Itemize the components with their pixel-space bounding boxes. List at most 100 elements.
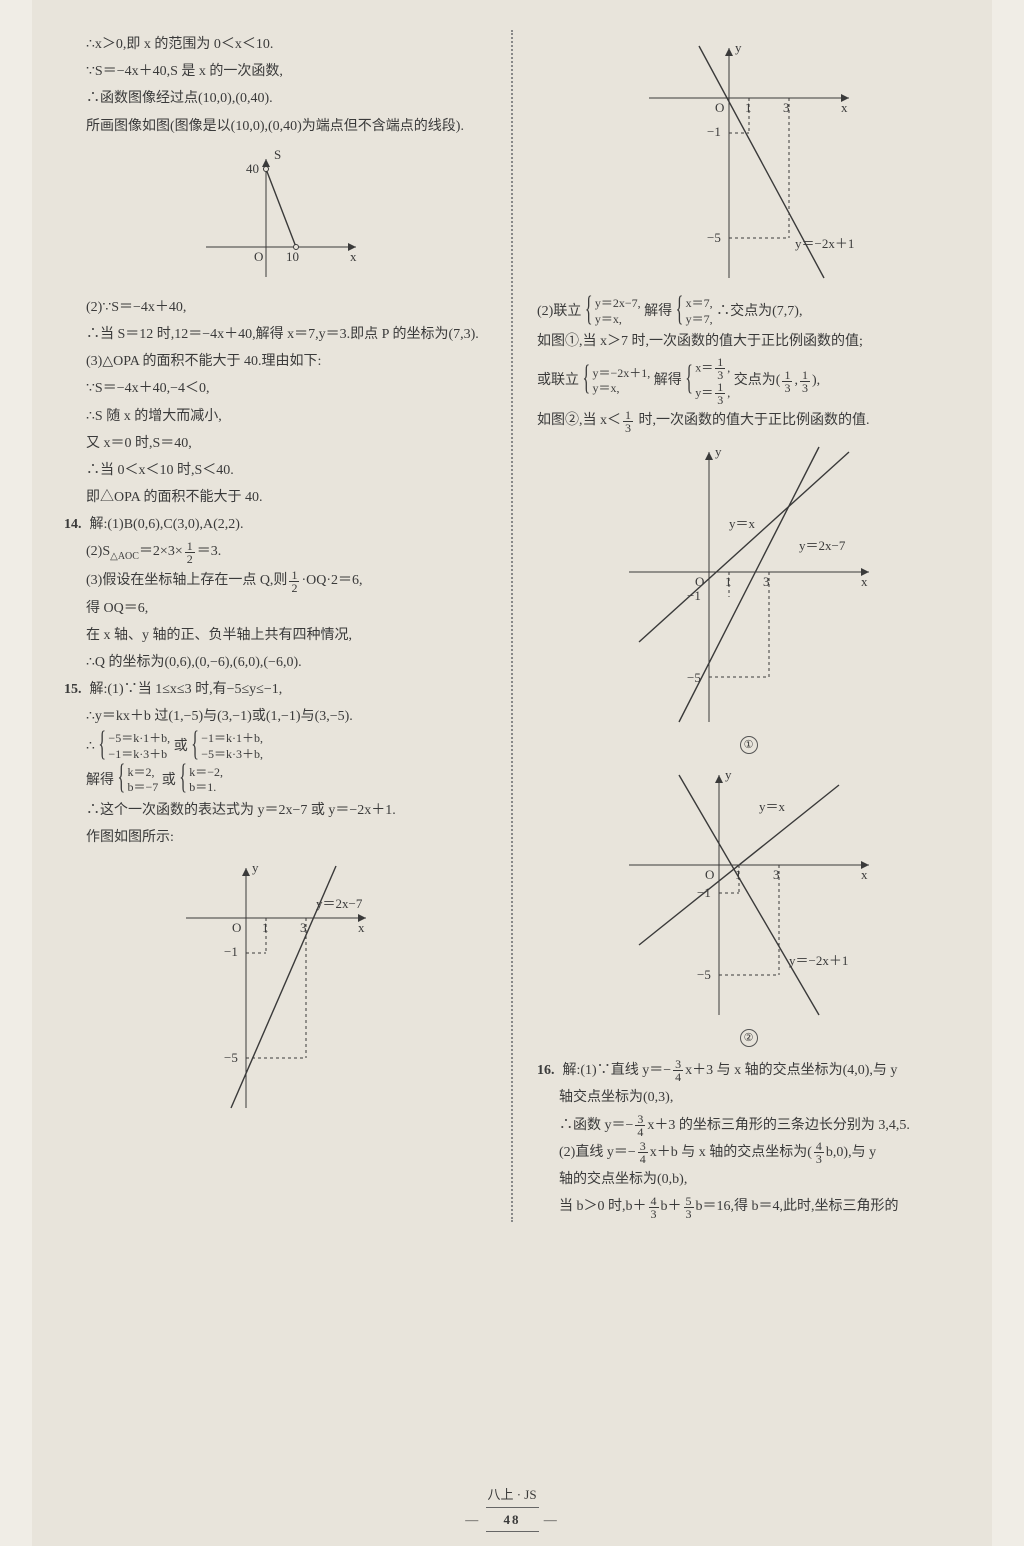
tick-label: 10 — [286, 249, 299, 264]
brace: −5＝k·1＋b,−1＝k·3＋b — [98, 731, 170, 762]
svg-text:−5: −5 — [687, 670, 701, 685]
text-line: ∴Q 的坐标为(0,6),(0,−6),(6,0),(−6,0). — [64, 650, 487, 675]
page: ∴x＞0,即 x 的范围为 0＜x＜10. ∵S＝−4x＋40,S 是 x 的一… — [32, 0, 992, 1546]
page-number: 48 — [486, 1507, 539, 1532]
footer-label: 八上 · JS — [32, 1483, 992, 1506]
svg-text:y＝−2x＋1: y＝−2x＋1 — [795, 236, 854, 251]
svg-text:y: y — [725, 767, 732, 782]
svg-text:O: O — [232, 920, 241, 935]
figure-label: ① — [740, 736, 758, 754]
svg-text:3: 3 — [763, 574, 770, 589]
equation-system: 解得 k＝2,b＝−7 或 k＝−2,b＝1. — [64, 765, 487, 796]
text-line: 作图如图所示: — [64, 825, 487, 850]
svg-text:y＝−2x＋1: y＝−2x＋1 — [789, 953, 848, 968]
svg-text:y＝x: y＝x — [729, 516, 756, 531]
text-line: (2)直线 y＝−34x＋b 与 x 轴的交点坐标为(43b,0),与 y — [537, 1140, 960, 1165]
text-line: ∴函数 y＝−34x＋3 的坐标三角形的三条边长分别为 3,4,5. — [537, 1113, 960, 1138]
axis-label: x — [350, 249, 357, 264]
text-line: 轴的交点坐标为(0,b), — [537, 1167, 960, 1192]
problem-15: 15. 解:(1)∵当 1≤x≤3 时,有−5≤y≤−1, — [64, 677, 487, 702]
svg-text:1: 1 — [725, 574, 732, 589]
brace: k＝2,b＝−7 — [118, 765, 159, 796]
svg-text:1: 1 — [735, 867, 742, 882]
text-line: (2)∵S＝−4x＋40, — [64, 295, 487, 320]
graph-y-neg2x-1: y x O 1 3 −1 −5 y＝−2x＋1 — [537, 38, 960, 288]
text-line: ∵S＝−4x＋40,−4＜0, — [64, 376, 487, 401]
svg-text:3: 3 — [773, 867, 780, 882]
column-divider — [511, 30, 513, 1222]
text-line: (3)假设在坐标轴上存在一点 Q,则12·OQ·2＝6, — [64, 568, 487, 593]
text-line: ∴函数图像经过点(10,0),(0,40). — [64, 86, 487, 111]
text-line: ∴当 S＝12 时,12＝−4x＋40,解得 x＝7,y＝3.即点 P 的坐标为… — [64, 322, 487, 347]
svg-text:−5: −5 — [697, 967, 711, 982]
graph-svg: y x O 1 3 −1 −5 y＝−2x＋1 — [639, 38, 859, 288]
svg-text:3: 3 — [300, 920, 307, 935]
problem-number: 15. — [64, 677, 86, 702]
text-line: 解:(1)B(0,6),C(3,0),A(2,2). — [90, 517, 244, 532]
text-line: 得 OQ＝6, — [64, 596, 487, 621]
right-column: y x O 1 3 −1 −5 y＝−2x＋1 (2)联立 y＝2x−7,y＝x… — [537, 30, 960, 1222]
text-line: 即△OPA 的面积不能大于 40. — [64, 485, 487, 510]
svg-text:y＝2x−7: y＝2x−7 — [799, 538, 846, 553]
text-line: ∵S＝−4x＋40,S 是 x 的一次函数, — [64, 59, 487, 84]
two-columns: ∴x＞0,即 x 的范围为 0＜x＜10. ∵S＝−4x＋40,S 是 x 的一… — [64, 30, 960, 1222]
svg-text:O: O — [695, 574, 704, 589]
svg-text:−1: −1 — [697, 885, 711, 900]
text-line: ∴当 0＜x＜10 时,S＜40. — [64, 458, 487, 483]
text-line: (2)S△AOC＝2×3×12＝3. — [64, 539, 487, 566]
page-number-row: — 48 — — [32, 1507, 992, 1532]
brace: y＝2x−7,y＝x, — [585, 296, 641, 327]
graph-s-vs-x: S x O 40 10 — [64, 147, 487, 287]
svg-text:x: x — [861, 867, 868, 882]
svg-text:x: x — [841, 100, 848, 115]
svg-text:x: x — [358, 920, 365, 935]
left-column: ∴x＞0,即 x 的范围为 0＜x＜10. ∵S＝−4x＋40,S 是 x 的一… — [64, 30, 487, 1222]
graph-svg: y x O 1 3 −1 −5 y＝2x−7 — [176, 858, 376, 1118]
axis-label: S — [274, 147, 281, 162]
figure-label: ② — [740, 1029, 758, 1047]
svg-text:y＝2x−7: y＝2x−7 — [316, 896, 363, 911]
text-line: ∴这个一次函数的表达式为 y＝2x−7 或 y＝−2x＋1. — [64, 798, 487, 823]
problem-16: 16. 解:(1)∵直线 y＝−34x＋3 与 x 轴的交点坐标为(4,0),与… — [537, 1058, 960, 1083]
svg-text:1: 1 — [262, 920, 269, 935]
text-line: 轴交点坐标为(0,3), — [537, 1085, 960, 1110]
svg-text:−5: −5 — [707, 230, 721, 245]
graph-svg: y x O 1 3 −1 −5 y＝x y＝2x−7 — [619, 442, 879, 732]
text-line: 解:(1)∵当 1≤x≤3 时,有−5≤y≤−1, — [90, 682, 283, 697]
svg-text:y: y — [715, 444, 722, 459]
page-footer: 八上 · JS — 48 — — [32, 1483, 992, 1532]
svg-text:−5: −5 — [224, 1050, 238, 1065]
text-line: 或联立 y＝−2x＋1,y＝x, 解得 x＝13, y＝13, 交点为(13,1… — [537, 356, 960, 406]
svg-text:1: 1 — [745, 100, 752, 115]
svg-text:y: y — [252, 860, 259, 875]
text-line: ∴x＞0,即 x 的范围为 0＜x＜10. — [64, 32, 487, 57]
brace: x＝7,y＝7, — [676, 296, 713, 327]
text-line: (3)△OPA 的面积不能大于 40.理由如下: — [64, 349, 487, 374]
svg-text:y＝x: y＝x — [759, 799, 786, 814]
text-line: 所画图像如图(图像是以(10,0),(0,40)为端点但不含端点的线段). — [64, 114, 487, 139]
text-line: 当 b＞0 时,b＋43b＋53b＝16,得 b＝4,此时,坐标三角形的 — [537, 1194, 960, 1219]
text-line: 如图②,当 x＜13 时,一次函数的值大于正比例函数的值. — [537, 408, 960, 433]
fraction: 12 — [289, 569, 299, 594]
graph-svg: y x O 1 3 −1 −5 y＝x y＝−2x＋1 — [619, 765, 879, 1025]
text-line: 又 x＝0 时,S＝40, — [64, 431, 487, 456]
svg-text:O: O — [715, 100, 724, 115]
brace: x＝13, y＝13, — [685, 356, 730, 406]
graph-svg: S x O 40 10 — [186, 147, 366, 287]
problem-14: 14. 解:(1)B(0,6),C(3,0),A(2,2). — [64, 512, 487, 537]
svg-text:3: 3 — [783, 100, 790, 115]
graph-circle-2: y x O 1 3 −1 −5 y＝x y＝−2x＋1 ② — [537, 765, 960, 1050]
text-line: 如图①,当 x＞7 时,一次函数的值大于正比例函数的值; — [537, 329, 960, 354]
problem-number: 16. — [537, 1058, 559, 1083]
text-line: ∴S 随 x 的增大而减小, — [64, 404, 487, 429]
graph-y-2x-7: y x O 1 3 −1 −5 y＝2x−7 — [64, 858, 487, 1118]
equation-system: ∴ −5＝k·1＋b,−1＝k·3＋b 或 −1＝k·1＋b,−5＝k·3＋b, — [64, 731, 487, 762]
svg-text:−1: −1 — [707, 124, 721, 139]
brace: −1＝k·1＋b,−5＝k·3＋b, — [191, 731, 263, 762]
text-line: 在 x 轴、y 轴的正、负半轴上共有四种情况, — [64, 623, 487, 648]
text-line: (2)联立 y＝2x−7,y＝x, 解得 x＝7,y＝7, ∴交点为(7,7), — [537, 296, 960, 327]
origin-label: O — [254, 249, 263, 264]
svg-text:−1: −1 — [687, 588, 701, 603]
svg-text:O: O — [705, 867, 714, 882]
svg-text:x: x — [861, 574, 868, 589]
